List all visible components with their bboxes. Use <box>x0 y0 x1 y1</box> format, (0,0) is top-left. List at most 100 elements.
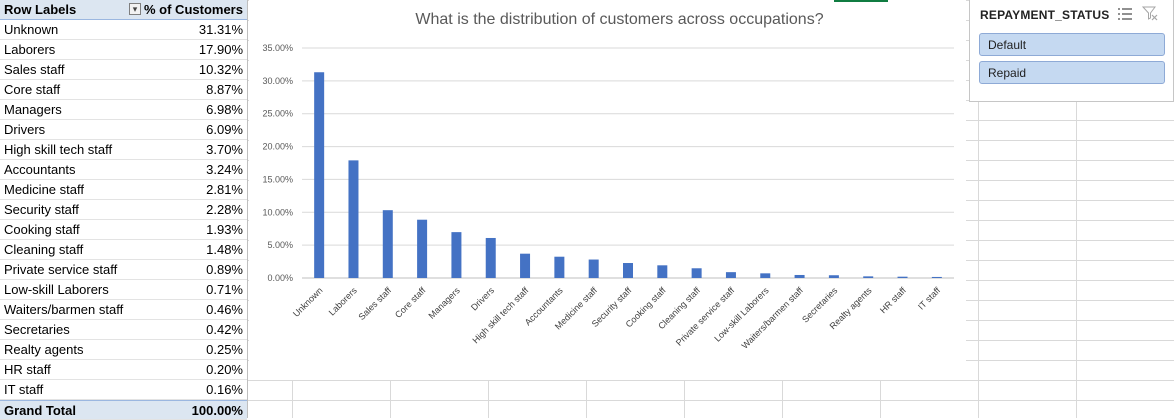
pivot-table: Row Labels ▾ % of Customers Unknown 31.31… <box>0 0 247 420</box>
bar[interactable] <box>897 276 908 278</box>
x-tick-label: Managers <box>426 285 462 321</box>
pivot-row-value[interactable]: 6.09% <box>206 122 243 137</box>
pivot-row-value[interactable]: 17.90% <box>198 42 243 57</box>
pivot-row-value[interactable]: 31.31% <box>198 22 243 37</box>
bar[interactable] <box>863 276 874 278</box>
sort-filter-icon[interactable]: ▾ <box>129 3 141 15</box>
bar[interactable] <box>485 237 496 278</box>
pivot-row-value[interactable]: 0.46% <box>206 302 243 317</box>
pivot-row-label[interactable]: HR staff <box>4 362 51 377</box>
pivot-header-label[interactable]: Row Labels <box>4 2 77 17</box>
pivot-row-label[interactable]: Waiters/barmen staff <box>4 302 124 317</box>
pivot-row: Accountants 3.24% <box>0 160 247 180</box>
pivot-row: Low-skill Laborers 0.71% <box>0 280 247 300</box>
bar[interactable] <box>451 232 462 278</box>
bar[interactable] <box>417 219 428 278</box>
x-tick-label: Waiters/barmen staff <box>740 285 806 351</box>
pivot-row-value[interactable]: 2.81% <box>206 182 243 197</box>
pivot-row: Managers 6.98% <box>0 100 247 120</box>
x-tick-label: Laborers <box>327 285 360 318</box>
pivot-row-label[interactable]: Core staff <box>4 82 61 97</box>
pivot-row-value[interactable]: 3.70% <box>206 142 243 157</box>
pivot-row-value[interactable]: 10.32% <box>198 62 243 77</box>
pivot-row-value[interactable]: 3.24% <box>206 162 243 177</box>
pivot-grand-total-row: Grand Total 100.00% <box>0 400 247 420</box>
y-tick-label: 10.00% <box>262 207 293 217</box>
slicer-item-default[interactable]: Default <box>979 33 1165 56</box>
bar-chart[interactable]: What is the distribution of customers ac… <box>249 0 966 380</box>
pivot-row-value[interactable]: 6.98% <box>206 102 243 117</box>
pivot-row-value[interactable]: 0.89% <box>206 262 243 277</box>
bar[interactable] <box>520 253 531 278</box>
pivot-row-value[interactable]: 1.93% <box>206 222 243 237</box>
bar[interactable] <box>348 160 359 278</box>
grand-total-label[interactable]: Grand Total <box>4 403 76 418</box>
pivot-row-label[interactable]: IT staff <box>4 382 44 397</box>
pivot-row-value[interactable]: 8.87% <box>206 82 243 97</box>
x-tick-label: Drivers <box>469 285 497 313</box>
y-tick-label: 5.00% <box>267 240 293 250</box>
pivot-row: Sales staff 10.32% <box>0 60 247 80</box>
pivot-row-label[interactable]: Security staff <box>4 202 79 217</box>
pivot-row-value[interactable]: 1.48% <box>206 242 243 257</box>
grand-total-value[interactable]: 100.00% <box>191 403 243 418</box>
pivot-divider <box>247 0 248 418</box>
pivot-row: High skill tech staff 3.70% <box>0 140 247 160</box>
bar[interactable] <box>382 210 393 278</box>
bar[interactable] <box>554 256 565 278</box>
x-tick-label: Private service staff <box>674 285 737 348</box>
chart-plot: 0.00% 5.00% 10.00% 15.00% 20.00% 25.00% 30.00%… <box>262 43 954 351</box>
chart-title: What is the distribution of customers ac… <box>415 11 824 28</box>
x-tick-label: Core staff <box>393 285 428 320</box>
bar[interactable] <box>794 274 805 278</box>
pivot-row-value[interactable]: 0.25% <box>206 342 243 357</box>
pivot-row-label[interactable]: Cleaning staff <box>4 242 84 257</box>
bar[interactable] <box>588 259 599 278</box>
pivot-row-value[interactable]: 0.20% <box>206 362 243 377</box>
pivot-row: Medicine staff 2.81% <box>0 180 247 200</box>
pivot-row-label[interactable]: Managers <box>4 102 62 117</box>
pivot-row-value[interactable]: 0.71% <box>206 282 243 297</box>
slicer-title: REPAYMENT_STATUS <box>980 8 1110 22</box>
y-tick-label: 15.00% <box>262 174 293 184</box>
y-tick-label: 25.00% <box>262 109 293 119</box>
pivot-row-label[interactable]: Accountants <box>4 162 76 177</box>
pivot-row-label[interactable]: High skill tech staff <box>4 142 113 157</box>
clear-filter-icon[interactable] <box>1142 5 1158 21</box>
multi-select-icon[interactable] <box>1116 6 1134 22</box>
pivot-row-value[interactable]: 0.16% <box>206 382 243 397</box>
pivot-row: Waiters/barmen staff 0.46% <box>0 300 247 320</box>
pivot-row-label[interactable]: Secretaries <box>4 322 70 337</box>
bar[interactable] <box>314 72 325 279</box>
bar[interactable] <box>931 276 942 278</box>
pivot-row: Unknown 31.31% <box>0 20 247 40</box>
x-tick-label: Unknown <box>291 285 325 319</box>
bar[interactable] <box>828 275 839 278</box>
pivot-header-value[interactable]: % of Customers <box>144 2 243 17</box>
pivot-row: Laborers 17.90% <box>0 40 247 60</box>
pivot-row-label[interactable]: Laborers <box>4 42 56 57</box>
pivot-row-label[interactable]: Medicine staff <box>4 182 84 197</box>
pivot-row-label[interactable]: Unknown <box>4 22 59 37</box>
repayment-status-slicer[interactable]: REPAYMENT_STATUS Default Repaid <box>969 0 1174 102</box>
bar[interactable] <box>623 263 633 278</box>
pivot-row: Secretaries 0.42% <box>0 320 247 340</box>
pivot-row-label[interactable]: Low-skill Laborers <box>4 282 109 297</box>
bar[interactable] <box>725 272 736 278</box>
pivot-row: Cleaning staff 1.48% <box>0 240 247 260</box>
pivot-row-value[interactable]: 0.42% <box>206 322 243 337</box>
pivot-row: Cooking staff 1.93% <box>0 220 247 240</box>
pivot-row-label[interactable]: Private service staff <box>4 262 118 277</box>
pivot-row-label[interactable]: Sales staff <box>4 62 65 77</box>
pivot-row: Realty agents 0.25% <box>0 340 247 360</box>
pivot-row-label[interactable]: Drivers <box>4 122 46 137</box>
pivot-row-value[interactable]: 2.28% <box>206 202 243 217</box>
bar[interactable] <box>691 268 702 278</box>
pivot-row: Core staff 8.87% <box>0 80 247 100</box>
y-tick-label: 0.00% <box>267 273 293 283</box>
pivot-row-label[interactable]: Cooking staff <box>4 222 80 237</box>
pivot-row-label[interactable]: Realty agents <box>4 342 84 357</box>
bar[interactable] <box>657 265 668 278</box>
slicer-item-repaid[interactable]: Repaid <box>979 61 1165 84</box>
bar[interactable] <box>760 273 771 278</box>
